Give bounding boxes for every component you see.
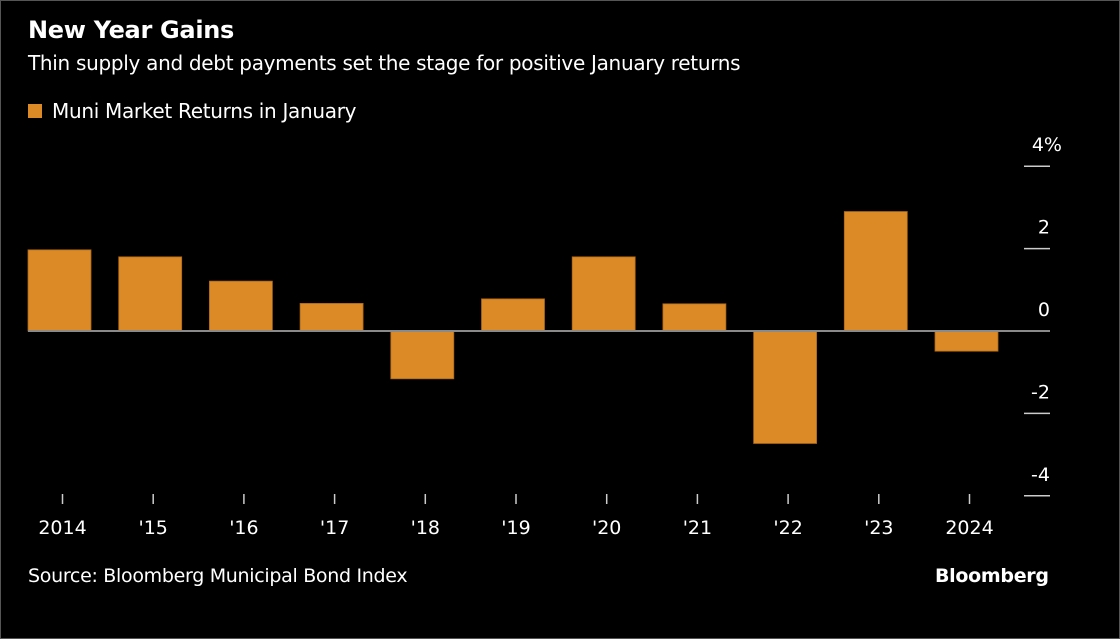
x-tick-label: '23 xyxy=(864,517,893,539)
bar-'20 xyxy=(571,256,636,332)
chart-title: New Year Gains xyxy=(28,16,235,44)
bar-'21 xyxy=(662,303,727,332)
x-tick-label: '20 xyxy=(592,517,621,539)
bloomberg-logo: Bloomberg xyxy=(935,565,1049,587)
y-tick-label: -4 xyxy=(1031,464,1050,486)
legend-label: Muni Market Returns in January xyxy=(52,99,357,123)
x-tick-label: 2024 xyxy=(945,517,993,539)
legend-swatch xyxy=(28,104,42,118)
bar-2014 xyxy=(27,249,92,332)
bar-2024 xyxy=(934,330,999,352)
x-tick-label: '16 xyxy=(229,517,258,539)
bar-'22 xyxy=(753,330,817,444)
bar-'19 xyxy=(481,298,545,332)
bar-'23 xyxy=(843,211,908,332)
x-tick-label: '17 xyxy=(320,517,349,539)
y-tick-label: 4% xyxy=(1032,134,1062,156)
bar-'15 xyxy=(118,256,183,332)
x-tick-label: 2014 xyxy=(38,517,86,539)
x-tick-label: '21 xyxy=(683,517,712,539)
source-note: Source: Bloomberg Municipal Bond Index xyxy=(28,565,408,587)
x-tick-label: '22 xyxy=(773,517,802,539)
y-tick-label: 2 xyxy=(1038,217,1050,239)
y-tick-label: 0 xyxy=(1038,299,1050,321)
legend: Muni Market Returns in January xyxy=(28,99,356,123)
bar-'18 xyxy=(390,330,455,380)
bar-'17 xyxy=(299,302,364,332)
x-tick-label: '15 xyxy=(138,517,167,539)
y-tick-label: -2 xyxy=(1031,381,1050,403)
chart-subtitle: Thin supply and debt payments set the st… xyxy=(28,51,741,75)
x-tick-label: '19 xyxy=(501,517,530,539)
bar-'16 xyxy=(208,280,273,332)
x-tick-label: '18 xyxy=(411,517,440,539)
